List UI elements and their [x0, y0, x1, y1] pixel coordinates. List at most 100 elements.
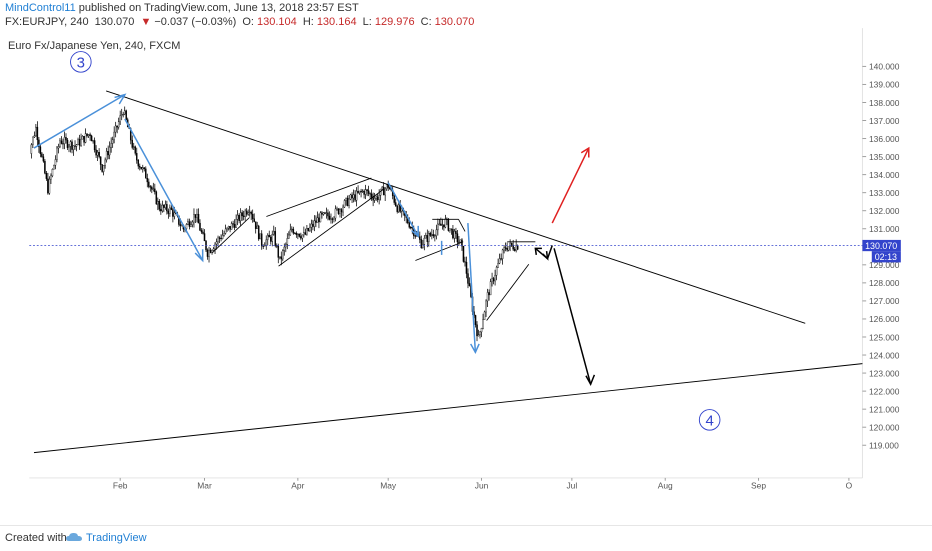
candle-body — [221, 234, 224, 239]
price-tick-label: 135.000 — [869, 152, 900, 162]
candle-body — [105, 151, 108, 161]
candle-body — [233, 224, 236, 228]
candles — [30, 106, 519, 342]
candle-body — [30, 144, 33, 154]
candle-body — [268, 234, 270, 238]
price-axis[interactable]: 140.000 139.000 138.000 137.000 136.000 135.0… — [862, 62, 900, 451]
time-tick-label: Sep — [751, 480, 766, 490]
candle-body — [84, 133, 87, 143]
candle-body — [382, 186, 385, 196]
candle-body — [142, 167, 144, 170]
candle-body — [340, 209, 343, 213]
time-axis[interactable]: Feb Mar Apr May Jun Jul Aug Sep O — [113, 477, 853, 490]
candle-body — [491, 278, 493, 282]
candle-body — [35, 126, 37, 136]
candle-body — [414, 235, 417, 237]
upper-trendline[interactable] — [105, 90, 806, 324]
candle-body — [298, 233, 301, 237]
candle-body — [321, 212, 323, 215]
candle-body — [504, 247, 507, 249]
candle-body — [325, 212, 328, 214]
candle-body — [485, 300, 487, 313]
candle-body — [220, 237, 222, 240]
candle-body — [309, 227, 311, 231]
candle-body — [54, 159, 57, 166]
candle-body — [270, 236, 272, 242]
close-value: 130.070 — [434, 16, 475, 28]
candle-body — [437, 223, 439, 231]
candle-body — [230, 223, 233, 230]
candle-body — [217, 237, 219, 242]
candle-body — [157, 201, 159, 205]
candle-body — [352, 194, 355, 199]
candle-body — [273, 231, 275, 235]
price-tick-label: 138.000 — [869, 98, 900, 108]
candle-body — [458, 241, 460, 243]
svg-text:4: 4 — [705, 412, 713, 429]
candle-body — [354, 194, 356, 201]
candle-body — [256, 225, 258, 229]
candle-body — [295, 232, 298, 235]
time-tick-label: Feb — [113, 480, 128, 490]
change-value: −0.037 (−0.03%) — [154, 16, 237, 28]
candle-body — [358, 190, 361, 193]
candle-body — [227, 226, 230, 229]
time-tick-label: Jul — [566, 480, 577, 490]
price-chart[interactable]: 140.000 139.000 138.000 137.000 136.000 135.0… — [0, 0, 932, 492]
candle-body — [279, 256, 281, 258]
candle-body — [86, 133, 88, 136]
candle-body — [185, 224, 188, 230]
candle-body — [167, 210, 170, 214]
low-value: 129.976 — [374, 16, 415, 28]
candle-body — [500, 258, 502, 260]
candle-body — [90, 135, 93, 142]
tradingview-link[interactable]: TradingView — [86, 532, 147, 544]
candle-body — [152, 188, 155, 190]
candle-body — [163, 204, 165, 208]
candle-body — [316, 217, 319, 223]
candle-body — [322, 212, 325, 215]
price-tick-label: 128.000 — [869, 278, 900, 288]
candle-body — [148, 181, 150, 187]
candle-body — [39, 146, 42, 155]
candle-body — [71, 141, 73, 150]
candle-body — [501, 249, 504, 259]
candle-body — [373, 197, 376, 201]
candle-body — [357, 190, 359, 193]
candle-body — [432, 234, 435, 237]
candle-body — [59, 140, 61, 147]
time-tick-label: O — [846, 480, 853, 490]
candle-body — [224, 228, 227, 234]
candle-body — [271, 234, 274, 242]
candle-body — [242, 215, 245, 217]
lower-trendline[interactable] — [33, 363, 863, 454]
candle-body — [396, 205, 398, 212]
candle-body — [72, 145, 75, 150]
candle-body — [98, 152, 100, 157]
candle-body — [345, 197, 347, 201]
candle-body — [66, 139, 69, 148]
time-tick-label: Jun — [475, 480, 489, 490]
candle-body — [143, 167, 146, 170]
candle-body — [209, 249, 212, 253]
candle-body — [453, 231, 456, 239]
candle-body — [113, 131, 115, 141]
candle-body — [245, 210, 248, 215]
channel-lines[interactable] — [211, 177, 536, 321]
author-link[interactable]: MindControl11 — [5, 2, 76, 14]
candle-body — [203, 233, 206, 242]
candle-body — [160, 209, 162, 212]
candle-body — [251, 213, 254, 219]
candle-body — [214, 243, 216, 250]
candle-body — [489, 281, 492, 296]
candle-body — [318, 217, 320, 223]
candle-body — [63, 137, 66, 144]
candle-body — [50, 175, 52, 180]
price-tick-label: 139.000 — [869, 80, 900, 90]
candle-body — [464, 261, 466, 263]
candle-body — [69, 141, 72, 147]
last-price: 130.070 — [94, 16, 135, 28]
chart-title: Euro Fx/Japanese Yen, 240, FXCM — [8, 40, 181, 52]
candle-body — [196, 213, 198, 218]
blue-wave-arrows — [33, 93, 480, 355]
